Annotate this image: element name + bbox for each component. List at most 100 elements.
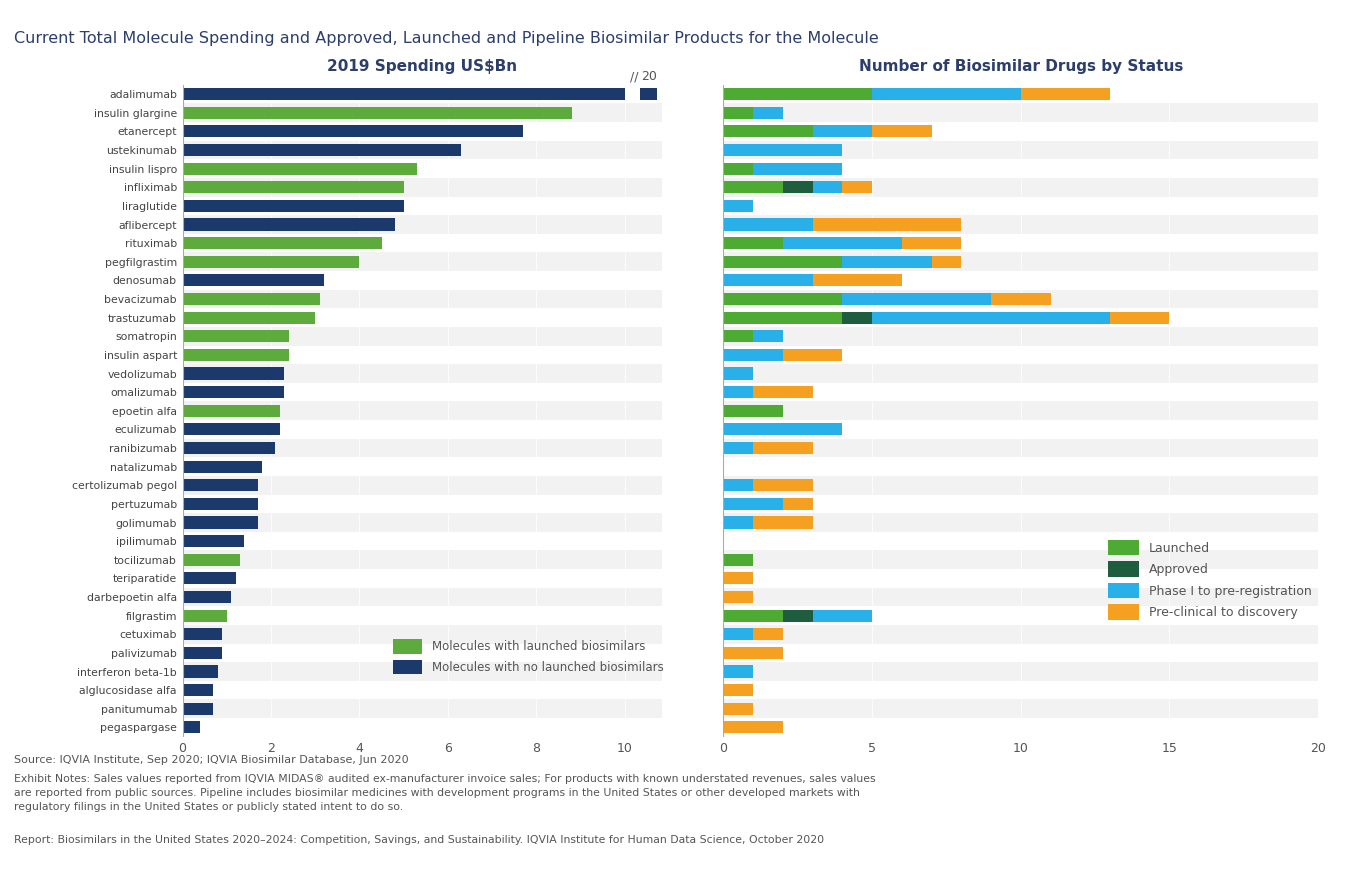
Bar (183, 457, 662, 476)
Bar (842, 312, 872, 323)
Bar (723, 196, 1318, 215)
Bar (723, 308, 1318, 327)
Bar (183, 181, 404, 193)
Bar (723, 554, 753, 566)
Bar (183, 461, 262, 472)
Bar (183, 513, 662, 532)
Bar (723, 289, 1318, 308)
Bar (183, 125, 523, 138)
Bar (723, 513, 1318, 532)
Bar (723, 200, 753, 212)
Bar (183, 238, 381, 249)
Text: Report: Biosimilars in the United States 2020–2024: Competition, Savings, and Su: Report: Biosimilars in the United States… (14, 835, 823, 845)
Bar (723, 293, 842, 305)
Bar (183, 420, 662, 438)
Bar (183, 476, 662, 495)
Bar (723, 495, 1318, 513)
Bar (183, 104, 662, 122)
Bar (723, 423, 842, 436)
Bar (183, 423, 280, 436)
Bar (183, 591, 231, 603)
Bar (723, 163, 753, 175)
Text: Exhibit Notes: Sales values reported from IQVIA MIDAS® audited ex-manufacturer i: Exhibit Notes: Sales values reported fro… (14, 774, 875, 813)
Bar (183, 312, 315, 323)
Bar (723, 255, 842, 268)
Bar (753, 163, 842, 175)
Bar (872, 312, 1110, 323)
Bar (723, 629, 753, 640)
Bar (753, 330, 783, 342)
Bar (813, 219, 961, 230)
Bar (183, 196, 662, 215)
Bar (723, 647, 783, 659)
Bar (842, 181, 872, 193)
Text: //: // (630, 71, 638, 83)
Bar (183, 271, 662, 289)
Bar (723, 346, 1318, 364)
Bar (183, 107, 572, 119)
Bar (183, 141, 662, 159)
Bar (753, 442, 813, 454)
Bar (183, 215, 662, 234)
Bar (723, 665, 753, 678)
Bar (183, 368, 284, 380)
Bar (723, 327, 1318, 346)
Bar (991, 293, 1051, 305)
Bar (723, 699, 1318, 718)
Bar (183, 722, 200, 733)
Bar (183, 163, 416, 175)
Bar (183, 289, 662, 308)
Bar (813, 274, 902, 287)
Bar (723, 219, 813, 230)
Bar (183, 572, 235, 584)
Bar (723, 516, 753, 529)
Bar (723, 383, 1318, 402)
Bar (183, 85, 662, 104)
Bar (183, 402, 662, 420)
Bar (183, 495, 662, 513)
Bar (183, 644, 662, 663)
Bar (183, 364, 662, 383)
Bar (783, 349, 842, 361)
Bar (723, 572, 753, 584)
Bar (723, 663, 1318, 680)
Bar (723, 684, 753, 697)
Bar (723, 644, 1318, 663)
Bar (183, 665, 218, 678)
Bar (183, 349, 289, 361)
Bar (723, 181, 783, 193)
Bar (183, 663, 662, 680)
Bar (183, 159, 662, 178)
Bar (813, 610, 872, 622)
Bar (723, 569, 1318, 588)
Bar (723, 606, 1318, 625)
Bar (723, 405, 783, 417)
Bar (723, 125, 813, 138)
Bar (183, 144, 461, 156)
Bar (183, 610, 227, 622)
Bar (723, 178, 1318, 196)
Bar (723, 591, 753, 603)
Bar (183, 532, 662, 550)
Title: 2019 Spending US$Bn: 2019 Spending US$Bn (327, 59, 518, 74)
Bar (183, 122, 662, 141)
Bar (872, 125, 932, 138)
Bar (723, 532, 1318, 550)
Bar (183, 699, 662, 718)
Bar (183, 684, 214, 697)
Bar (753, 386, 813, 398)
Bar (723, 718, 1318, 737)
Bar (183, 293, 319, 305)
Bar (723, 85, 1318, 104)
Bar (723, 610, 783, 622)
Bar (183, 588, 662, 606)
Bar (723, 386, 753, 398)
Text: Source: IQVIA Institute, Sep 2020; IQVIA Biosimilar Database, Jun 2020: Source: IQVIA Institute, Sep 2020; IQVIA… (14, 755, 408, 764)
Bar (783, 238, 902, 249)
Bar (723, 457, 1318, 476)
Bar (183, 569, 662, 588)
Bar (723, 476, 1318, 495)
Bar (641, 88, 657, 100)
Bar (1110, 312, 1169, 323)
Bar (753, 480, 813, 491)
